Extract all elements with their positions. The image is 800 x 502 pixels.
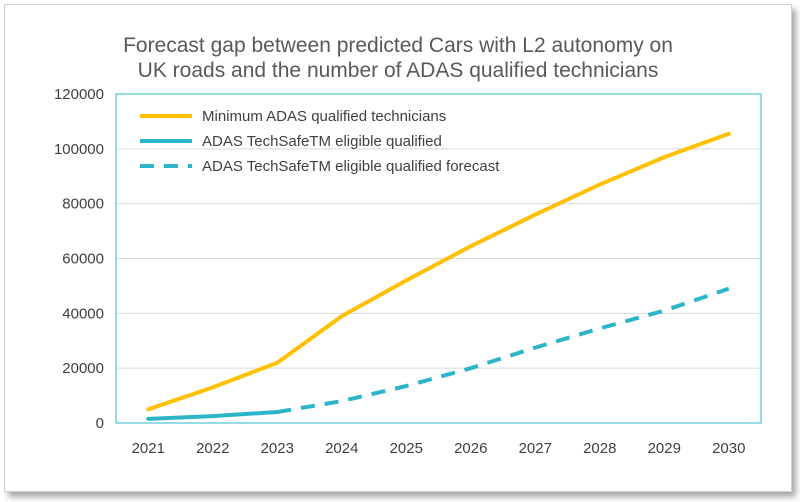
x-tick-label: 2023 [261,440,294,457]
legend-label-1: Minimum ADAS qualified technicians [202,108,446,125]
series-line-1 [146,131,731,412]
series-line-3 [276,286,730,414]
series-line-2 [146,410,280,421]
x-tick-label: 2024 [325,440,358,457]
gridlines [116,148,761,369]
x-tick-label: 2028 [583,440,616,457]
x-tick-label: 2025 [390,440,423,457]
chart-title-line-2: UK roads and the number of ADAS qualifie… [138,59,659,82]
chart-title-line-1: Forecast gap between predicted Cars with… [123,34,673,57]
x-tick-label: 2022 [196,440,229,457]
x-tick-label: 2029 [648,440,681,457]
legend: Minimum ADAS qualified technicians ADAS T… [140,108,500,175]
y-tick-label: 0 [96,415,104,432]
chart-frame [4,4,792,492]
y-tick-label: 60000 [62,251,104,268]
y-tick-label: 80000 [62,196,104,213]
y-tick-label: 120000 [54,86,104,103]
series-lines [146,131,731,421]
y-tick-label: 100000 [54,141,104,158]
x-tick-label: 2030 [712,440,745,457]
legend-label-3: ADAS TechSafeTM eligible qualified forec… [202,158,500,175]
x-tick-label: 2027 [519,440,552,457]
y-tick-label: 40000 [62,305,104,322]
plot-area-border [115,93,762,424]
legend-label-2: ADAS TechSafeTM eligible qualified [202,133,442,150]
x-tick-label: 2021 [132,440,165,457]
y-axis-ticks: 0 20000 40000 60000 80000 100000 120000 [54,86,104,432]
x-axis-ticks: 2021 2022 2023 2024 2025 2026 2027 2028 2029 2030 [132,440,746,457]
x-tick-label: 2026 [454,440,487,457]
y-tick-label: 20000 [62,360,104,377]
